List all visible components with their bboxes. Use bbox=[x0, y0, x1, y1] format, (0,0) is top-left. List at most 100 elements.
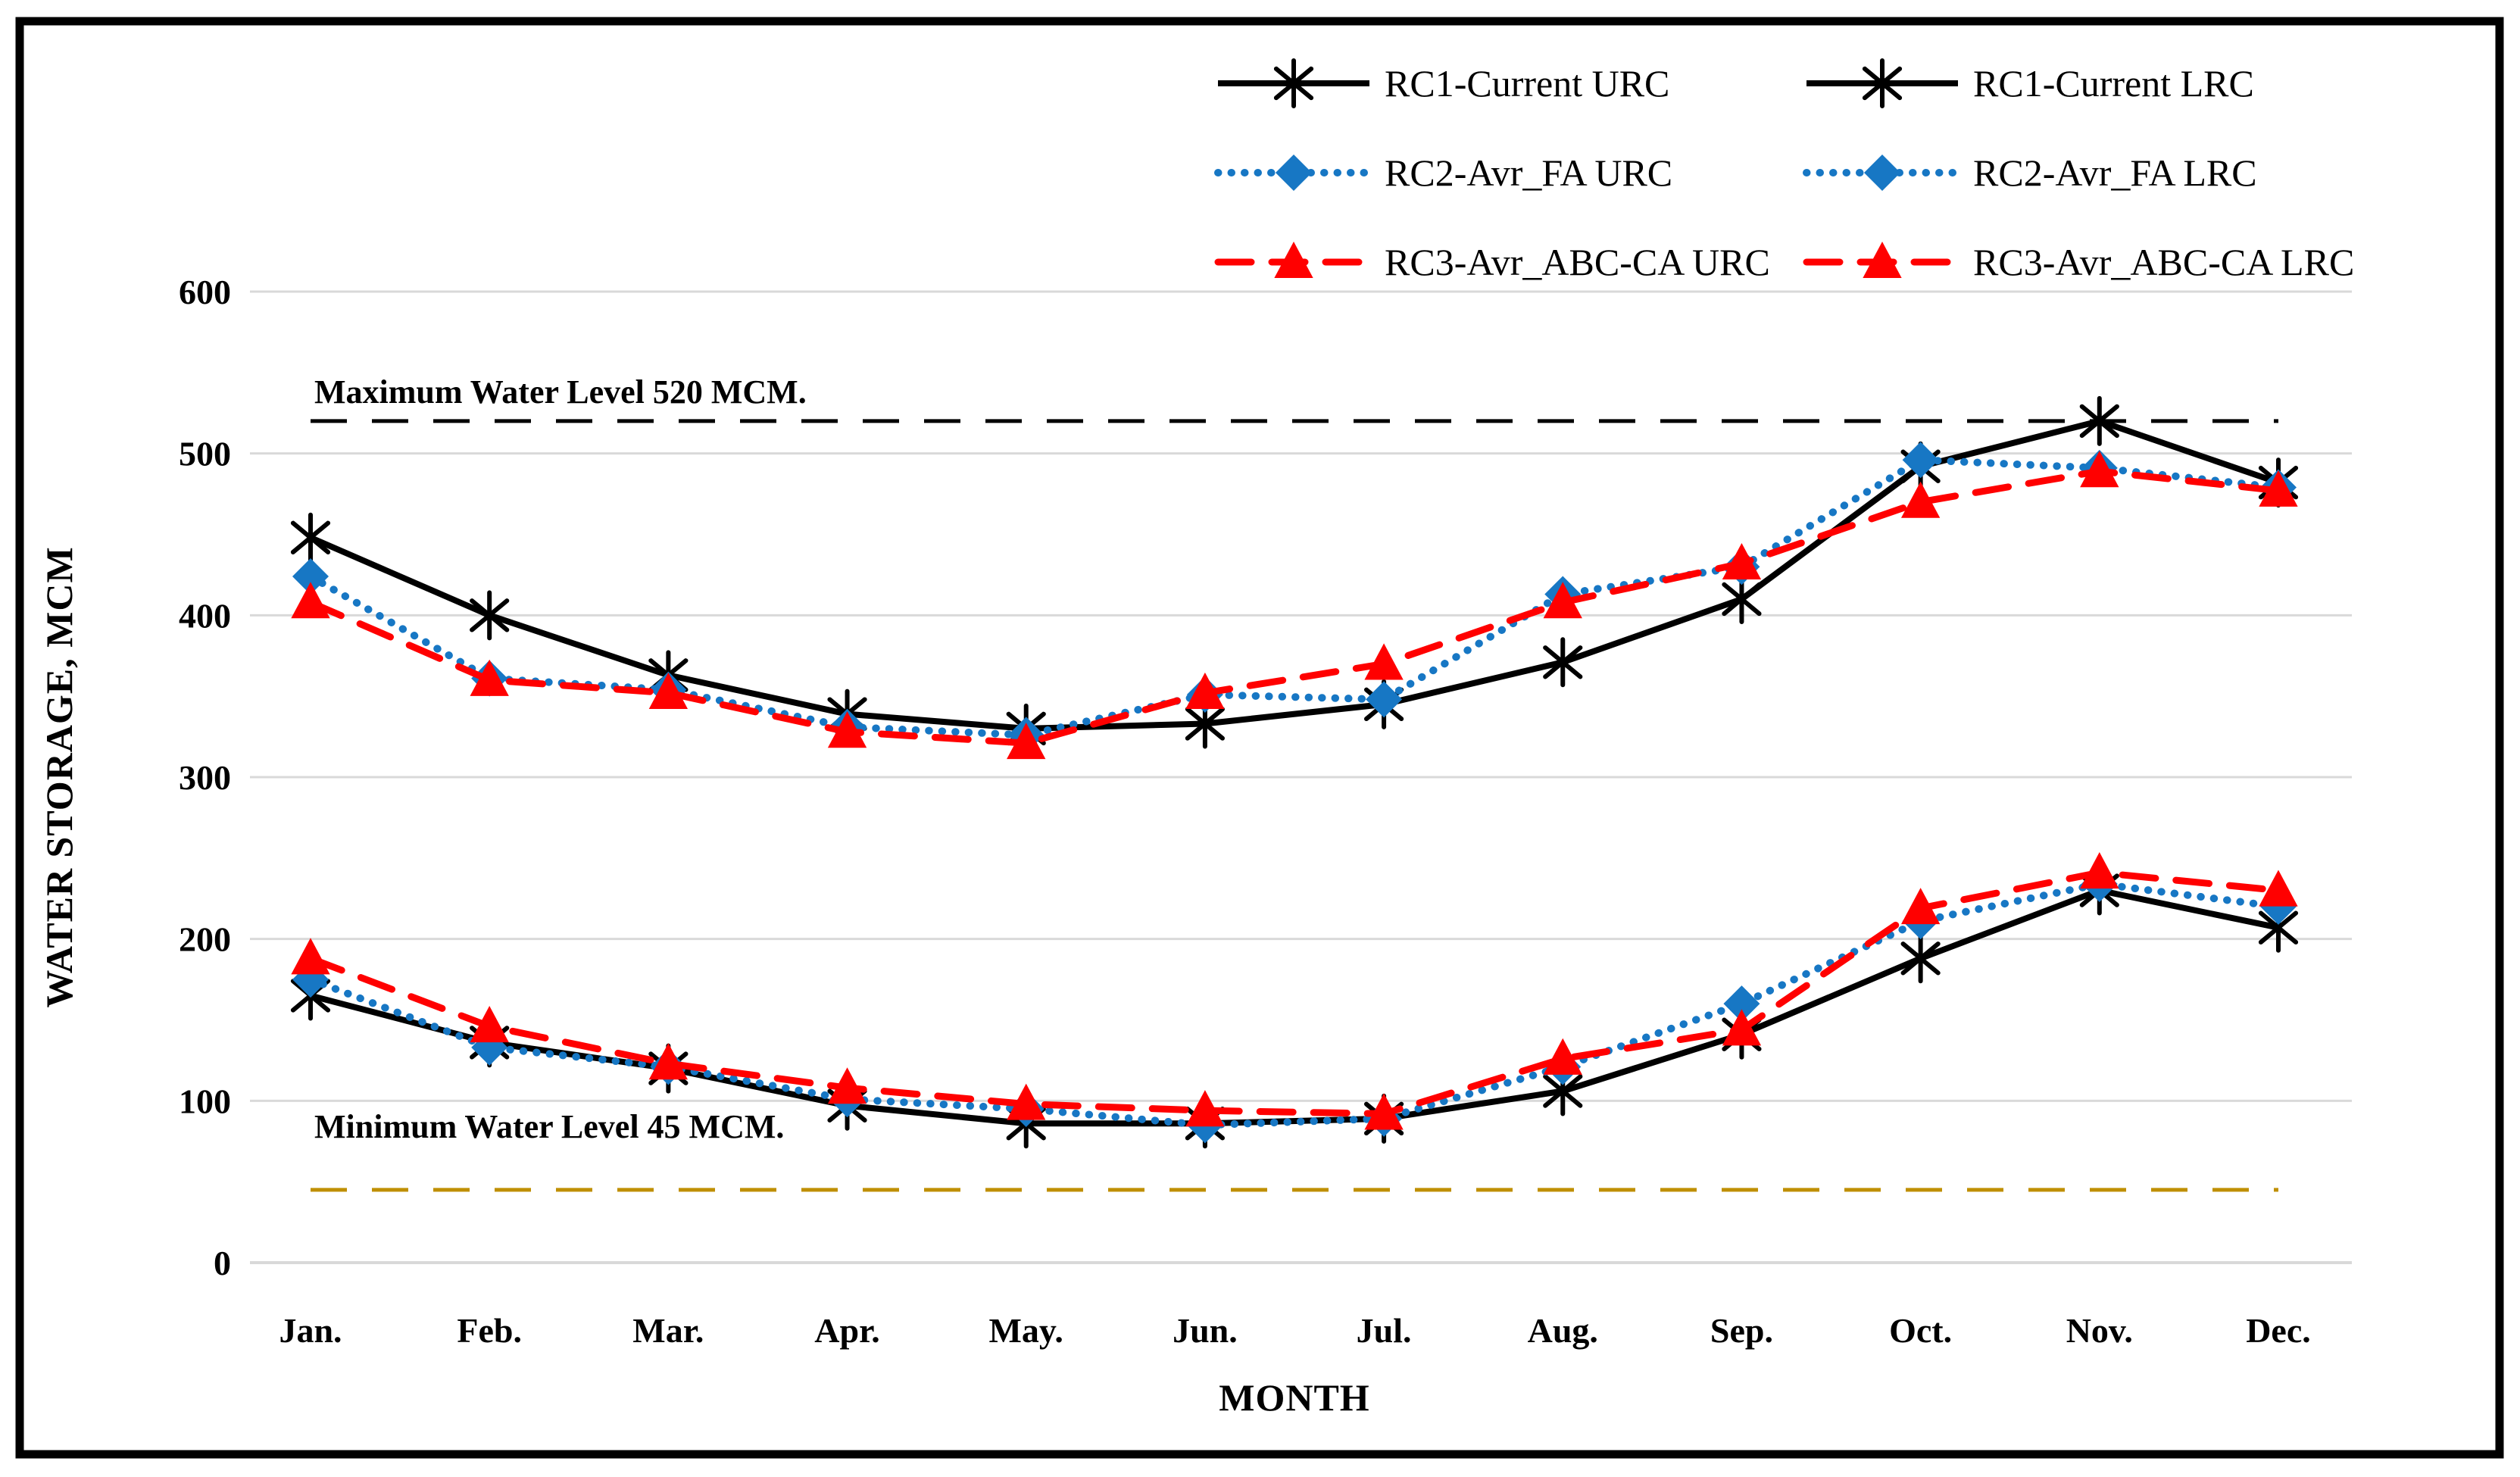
x-category-label: Oct. bbox=[1889, 1311, 1952, 1350]
x-category-label: Jan. bbox=[279, 1311, 342, 1350]
triangle-marker-icon bbox=[1543, 1038, 1582, 1075]
series-line-rc3-avr-abc-ca-urc bbox=[307, 467, 2282, 747]
x-category-label: Jul. bbox=[1357, 1311, 1412, 1350]
x-category-label: Apr. bbox=[814, 1311, 880, 1350]
triangle-marker-icon bbox=[1900, 888, 1941, 925]
data-point-marker bbox=[1185, 1090, 1225, 1127]
y-tick-label: 300 bbox=[179, 758, 231, 797]
x-category-label: May. bbox=[989, 1311, 1063, 1350]
x-axis-category-labels: Jan. Feb. Mar. Apr. May. Jun. Jul. Aug. Sep. Oct.… bbox=[279, 1311, 2310, 1350]
asterisk-marker-icon bbox=[1862, 58, 1903, 108]
maximum-water-level-group: Maximum Water Level 520 MCM. bbox=[311, 373, 2278, 423]
data-point-marker bbox=[291, 938, 330, 975]
triangle-marker-icon bbox=[2080, 852, 2119, 889]
diamond-marker-icon bbox=[1276, 155, 1312, 191]
data-point-marker bbox=[2080, 852, 2119, 889]
x-category-label: Sep. bbox=[1710, 1311, 1773, 1350]
x-category-label: Dec. bbox=[2246, 1311, 2311, 1350]
y-axis-title: WATER STORAGE, MCM bbox=[38, 546, 80, 1007]
asterisk-marker-icon bbox=[1273, 58, 1314, 108]
data-point-marker bbox=[1900, 933, 1941, 984]
y-tick-label: 400 bbox=[179, 596, 231, 635]
legend-label: RC2-Avr_FA LRC bbox=[1973, 151, 2257, 194]
legend-item-rc2-avr-fa-urc: RC2-Avr_FA URC bbox=[1214, 151, 1672, 194]
data-point-marker bbox=[2259, 470, 2298, 507]
data-point-marker bbox=[2079, 395, 2119, 446]
legend-item-rc3-avr-abc-ca-lrc: RC3-Avr_ABC-CA LRC bbox=[1803, 241, 2354, 283]
triangle-marker-icon bbox=[827, 711, 867, 748]
triangle-marker-icon bbox=[470, 659, 509, 696]
diamond-marker-icon bbox=[1864, 155, 1900, 191]
triangle-marker-icon bbox=[1722, 542, 1762, 580]
asterisk-marker-icon bbox=[1543, 637, 1583, 688]
data-point-marker bbox=[2080, 451, 2119, 488]
asterisk-marker-icon bbox=[470, 590, 510, 641]
figure-border bbox=[15, 17, 2504, 1459]
triangle-marker-icon bbox=[648, 1043, 689, 1080]
triangle-marker-icon bbox=[1364, 643, 1404, 680]
legend-item-rc1-current-lrc: RC1-Current LRC bbox=[1806, 58, 2254, 108]
data-point-marker bbox=[470, 590, 510, 641]
y-tick-label: 100 bbox=[179, 1082, 231, 1120]
asterisk-marker-icon bbox=[2079, 395, 2119, 446]
data-point-marker bbox=[1007, 723, 1046, 760]
max-water-level-label: Maximum Water Level 520 MCM. bbox=[314, 373, 807, 411]
triangle-marker-icon bbox=[1185, 1090, 1225, 1127]
y-tick-label: 200 bbox=[179, 920, 231, 959]
data-point-marker bbox=[1900, 481, 1941, 518]
series-rc3-avr-abc-ca-urc bbox=[291, 451, 2298, 760]
legend-item-rc2-avr-fa-lrc: RC2-Avr_FA LRC bbox=[1803, 151, 2257, 194]
diamond-marker-icon bbox=[1723, 985, 1760, 1023]
data-point-marker bbox=[1722, 542, 1762, 580]
triangle-marker-icon bbox=[1007, 1083, 1046, 1120]
series-rc3-avr-abc-ca-lrc bbox=[291, 852, 2298, 1130]
series-line-rc1-current-lrc bbox=[309, 887, 2279, 1127]
diamond-marker-icon bbox=[292, 558, 329, 595]
triangle-marker-icon bbox=[291, 582, 330, 619]
data-point-marker bbox=[470, 1006, 509, 1043]
series-line-rc1-current-urc bbox=[309, 417, 2280, 732]
data-point-marker bbox=[1543, 582, 1582, 619]
x-axis-title: MONTH bbox=[1219, 1376, 1369, 1419]
data-point-marker bbox=[292, 558, 329, 595]
data-point-marker bbox=[648, 1043, 689, 1080]
legend-item-rc1-current-urc: RC1-Current URC bbox=[1218, 58, 1669, 108]
triangle-marker-icon bbox=[1007, 723, 1046, 760]
x-category-label: Nov. bbox=[2066, 1311, 2133, 1350]
y-tick-label: 0 bbox=[214, 1244, 231, 1282]
asterisk-marker-icon bbox=[290, 512, 331, 563]
x-category-label: Jun. bbox=[1173, 1311, 1238, 1350]
data-point-marker bbox=[1900, 888, 1941, 925]
triangle-marker-icon bbox=[1543, 582, 1582, 619]
triangle-marker-icon bbox=[1863, 242, 1902, 279]
min-water-level-label: Minimum Water Level 45 MCM. bbox=[314, 1108, 784, 1145]
data-point-marker bbox=[470, 659, 509, 696]
triangle-marker-icon bbox=[1364, 1093, 1404, 1130]
data-point-marker bbox=[291, 582, 330, 619]
minimum-water-level-group: Minimum Water Level 45 MCM. bbox=[311, 1108, 2278, 1192]
triangle-marker-icon bbox=[470, 1006, 509, 1043]
triangle-marker-icon bbox=[1274, 242, 1313, 279]
series-line-rc3-avr-abc-ca-lrc bbox=[307, 869, 2282, 1117]
triangle-marker-icon bbox=[2259, 470, 2298, 507]
triangle-marker-icon bbox=[827, 1067, 867, 1104]
legend-label: RC3-Avr_ABC-CA URC bbox=[1385, 241, 1770, 283]
x-category-label: Feb. bbox=[457, 1311, 522, 1350]
data-point-marker bbox=[290, 512, 331, 563]
y-tick-label: 500 bbox=[179, 435, 231, 473]
triangle-marker-icon bbox=[2259, 870, 2298, 907]
triangle-marker-icon bbox=[2080, 451, 2119, 488]
data-point-marker bbox=[1723, 985, 1760, 1023]
y-tick-label: 600 bbox=[179, 273, 231, 311]
legend-item-rc3-avr-abc-ca-urc: RC3-Avr_ABC-CA URC bbox=[1214, 241, 1770, 283]
legend-label: RC2-Avr_FA URC bbox=[1385, 151, 1672, 194]
legend: RC1-Current URC RC1-Current LRC RC2-Avr_FA… bbox=[1214, 58, 2354, 283]
data-point-marker bbox=[827, 1067, 867, 1104]
y-axis-tick-labels: 0 100 200 300 400 500 600 bbox=[179, 273, 231, 1282]
data-point-marker bbox=[1543, 1038, 1582, 1075]
legend-label: RC1-Current LRC bbox=[1973, 62, 2254, 105]
data-point-marker bbox=[1007, 1083, 1046, 1120]
triangle-marker-icon bbox=[648, 672, 689, 709]
series-line-rc2-avr-fa-lrc bbox=[307, 880, 2282, 1129]
